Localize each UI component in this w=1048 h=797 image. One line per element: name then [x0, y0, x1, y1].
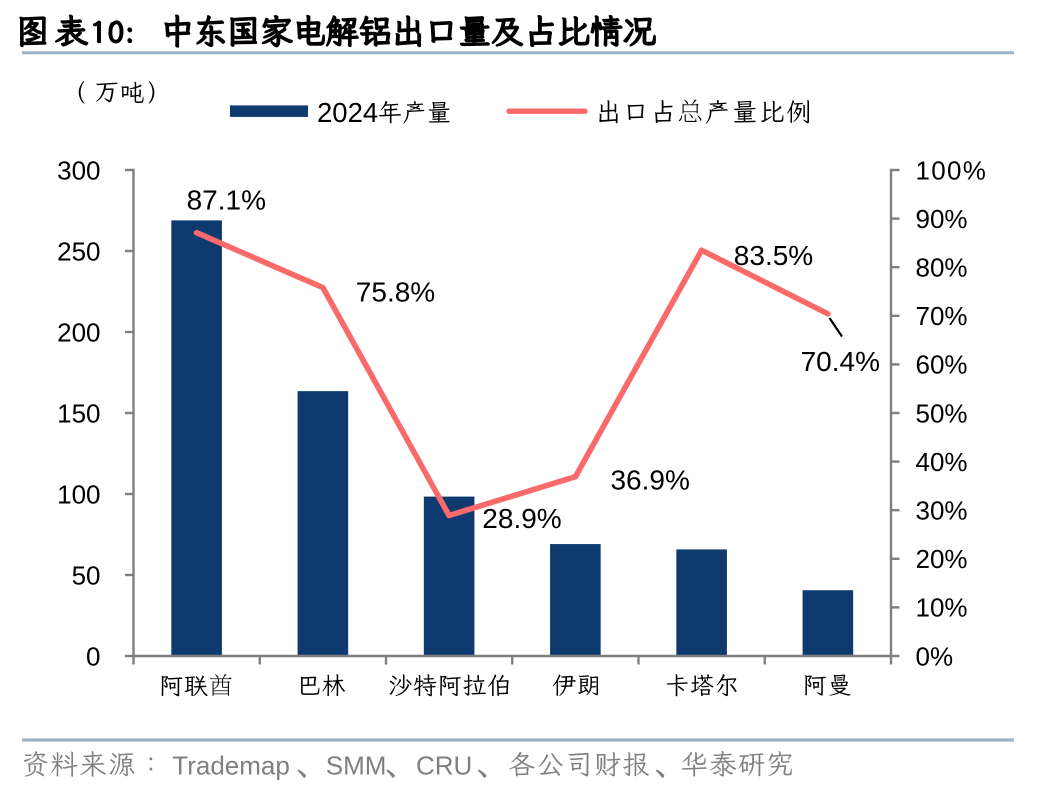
svg-text:70%: 70%: [916, 301, 968, 331]
svg-text:2024: 2024: [317, 97, 378, 128]
svg-text:28.9%: 28.9%: [482, 503, 561, 534]
svg-text:87.1%: 87.1%: [187, 185, 266, 216]
svg-text:20%: 20%: [916, 544, 968, 574]
svg-text:300: 300: [57, 155, 100, 185]
svg-text:50: 50: [72, 560, 101, 590]
svg-text:36.9%: 36.9%: [610, 464, 689, 495]
svg-text:100%: 100%: [916, 155, 988, 185]
svg-text:250: 250: [57, 236, 100, 266]
svg-text:83.5%: 83.5%: [734, 240, 813, 271]
svg-text:30%: 30%: [916, 496, 968, 526]
svg-text:10%: 10%: [916, 593, 968, 623]
svg-text:80%: 80%: [916, 253, 968, 283]
svg-text:90%: 90%: [916, 204, 968, 234]
svg-text:75.8%: 75.8%: [356, 277, 435, 308]
svg-text:100: 100: [57, 479, 100, 509]
svg-text:50%: 50%: [916, 398, 968, 428]
svg-text:CRU: CRU: [416, 751, 472, 781]
svg-text:200: 200: [57, 317, 100, 347]
svg-text:70.4%: 70.4%: [801, 346, 880, 377]
svg-text:Trademap: Trademap: [172, 751, 290, 781]
svg-text:0%: 0%: [916, 641, 954, 671]
svg-text:0: 0: [86, 641, 100, 671]
svg-text:150: 150: [57, 398, 100, 428]
svg-text:40%: 40%: [916, 447, 968, 477]
svg-text:60%: 60%: [916, 350, 968, 380]
svg-text:SMM: SMM: [326, 751, 387, 781]
